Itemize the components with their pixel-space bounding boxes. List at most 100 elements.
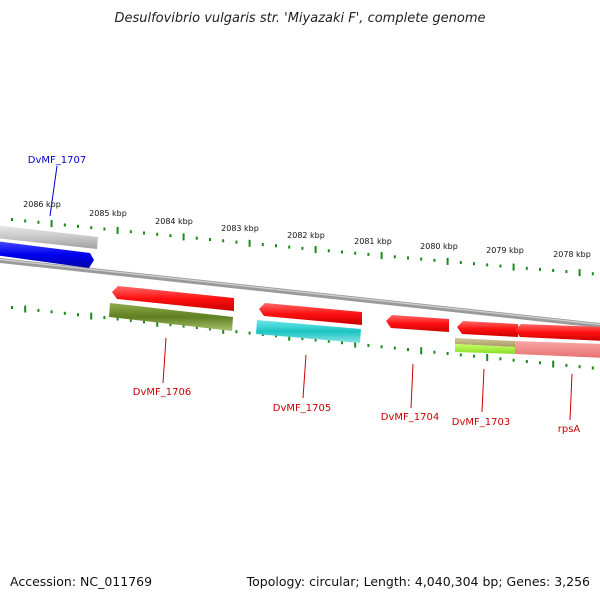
scale-major-tick bbox=[248, 239, 251, 247]
scale-minor-tick bbox=[459, 353, 462, 357]
scale-minor-tick bbox=[407, 348, 409, 351]
scale-major-tick bbox=[314, 246, 317, 253]
scale-minor-tick bbox=[63, 311, 66, 315]
scale-minor-tick bbox=[209, 238, 211, 241]
gene-arrow-rpsa[interactable] bbox=[515, 324, 600, 341]
scale-minor-tick bbox=[143, 231, 145, 235]
scale-major-tick bbox=[552, 360, 555, 368]
accession-text: Accession: NC_011769 bbox=[10, 574, 152, 589]
gene-dvmf-1706[interactable] bbox=[109, 286, 234, 331]
map-title: Desulfovibrio vulgaris str. 'Miyazaki F'… bbox=[114, 11, 485, 26]
scale-minor-tick bbox=[407, 256, 409, 260]
kbp-label: 2082 kbp bbox=[287, 231, 325, 240]
gene-label-dvmf-1704[interactable]: DvMF_1704 bbox=[381, 412, 439, 423]
scale-minor-tick bbox=[591, 366, 594, 370]
kbp-label: 2083 kbp bbox=[221, 224, 259, 233]
scale-minor-tick bbox=[327, 339, 330, 343]
cog-bar-1703-lower bbox=[455, 344, 515, 354]
gene-arrow-1704[interactable] bbox=[386, 315, 449, 332]
scale-minor-tick bbox=[209, 327, 211, 331]
cog-bar-1706 bbox=[109, 303, 233, 331]
scale-minor-tick bbox=[24, 219, 27, 223]
scale-minor-tick bbox=[182, 324, 185, 328]
upper-scale-track bbox=[11, 218, 594, 277]
scale-minor-tick bbox=[446, 352, 449, 355]
scale-minor-tick bbox=[195, 236, 198, 240]
scale-minor-tick bbox=[473, 262, 475, 266]
kbp-label: 2084 kbp bbox=[155, 217, 193, 226]
scale-major-tick bbox=[222, 326, 225, 334]
scale-minor-tick bbox=[11, 306, 13, 309]
scale-major-tick bbox=[182, 233, 185, 241]
scale-minor-tick bbox=[11, 218, 13, 221]
scale-minor-tick bbox=[552, 269, 555, 272]
scale-minor-tick bbox=[261, 243, 264, 247]
scale-major-tick bbox=[446, 257, 449, 265]
genome-summary-text: Topology: circular; Length: 4,040,304 bp… bbox=[246, 574, 590, 589]
gene-label-dvmf-1707[interactable]: DvMF_1707 bbox=[28, 155, 86, 166]
kbp-label: 2080 kbp bbox=[420, 242, 458, 251]
scale-major-tick bbox=[578, 269, 581, 277]
scale-minor-tick bbox=[433, 350, 436, 354]
kbp-label: 2085 kbp bbox=[89, 209, 127, 218]
scale-minor-tick bbox=[420, 257, 423, 261]
scale-minor-tick bbox=[116, 317, 119, 321]
scale-minor-tick bbox=[341, 250, 343, 254]
gene-label-rpsa[interactable]: rpsA bbox=[558, 424, 581, 435]
gene-label-dvmf-1706[interactable]: DvMF_1706 bbox=[133, 387, 191, 398]
scale-minor-tick bbox=[341, 341, 343, 345]
gene-arrow-1703[interactable] bbox=[457, 321, 518, 337]
scale-major-tick bbox=[380, 252, 383, 260]
scale-major-tick bbox=[354, 340, 357, 348]
scale-minor-tick bbox=[195, 326, 198, 329]
scale-minor-tick bbox=[103, 316, 106, 320]
scale-minor-tick bbox=[433, 258, 436, 262]
scale-minor-tick bbox=[565, 363, 568, 367]
scale-major-tick bbox=[50, 220, 53, 228]
scale-minor-tick bbox=[222, 239, 225, 243]
scale-major-tick bbox=[512, 263, 515, 271]
scale-minor-tick bbox=[77, 313, 79, 317]
scale-minor-tick bbox=[235, 240, 238, 244]
scale-minor-tick bbox=[77, 224, 79, 228]
gene-arrow-1705[interactable] bbox=[259, 303, 362, 325]
scale-minor-tick bbox=[129, 230, 132, 234]
scale-minor-tick bbox=[129, 318, 132, 322]
scale-minor-tick bbox=[314, 338, 317, 342]
scale-minor-tick bbox=[248, 331, 251, 335]
scale-minor-tick bbox=[486, 263, 489, 267]
scale-minor-tick bbox=[525, 266, 528, 270]
scale-minor-tick bbox=[37, 220, 40, 224]
gene-arrow-1707[interactable] bbox=[0, 241, 94, 268]
lower-scale-track bbox=[11, 305, 594, 370]
gene-leaders bbox=[49, 165, 573, 421]
scale-minor-tick bbox=[367, 343, 370, 347]
gene-label-dvmf-1703[interactable]: DvMF_1703 bbox=[452, 417, 510, 428]
scale-minor-tick bbox=[275, 244, 277, 248]
gene-dvmf-1707[interactable] bbox=[0, 225, 98, 268]
scale-minor-tick bbox=[539, 267, 541, 271]
kbp-label: 2078 kbp bbox=[553, 250, 591, 259]
gene-dvmf-1705[interactable] bbox=[256, 303, 362, 343]
scale-minor-tick bbox=[393, 255, 396, 259]
gene-arrow-1706[interactable] bbox=[112, 286, 234, 311]
scale-minor-tick bbox=[235, 330, 238, 334]
gene-rpsa[interactable] bbox=[515, 324, 600, 358]
scale-minor-tick bbox=[367, 252, 370, 256]
scale-minor-tick bbox=[327, 249, 330, 253]
gene-label-dvmf-1705[interactable]: DvMF_1705 bbox=[273, 403, 331, 414]
scale-minor-tick bbox=[103, 227, 106, 231]
kbp-label: 2086 kbp bbox=[23, 200, 61, 209]
gene-dvmf-1703[interactable] bbox=[455, 321, 518, 354]
scale-minor-tick bbox=[50, 310, 53, 314]
scale-minor-tick bbox=[578, 365, 581, 369]
scale-minor-tick bbox=[301, 337, 304, 341]
scale-major-tick bbox=[24, 305, 27, 313]
scale-minor-tick bbox=[459, 261, 462, 265]
scale-minor-tick bbox=[499, 264, 502, 268]
scale-major-tick bbox=[288, 333, 291, 341]
scale-minor-tick bbox=[565, 270, 568, 274]
gene-dvmf-1704[interactable] bbox=[386, 315, 449, 332]
scale-major-tick bbox=[90, 312, 93, 320]
